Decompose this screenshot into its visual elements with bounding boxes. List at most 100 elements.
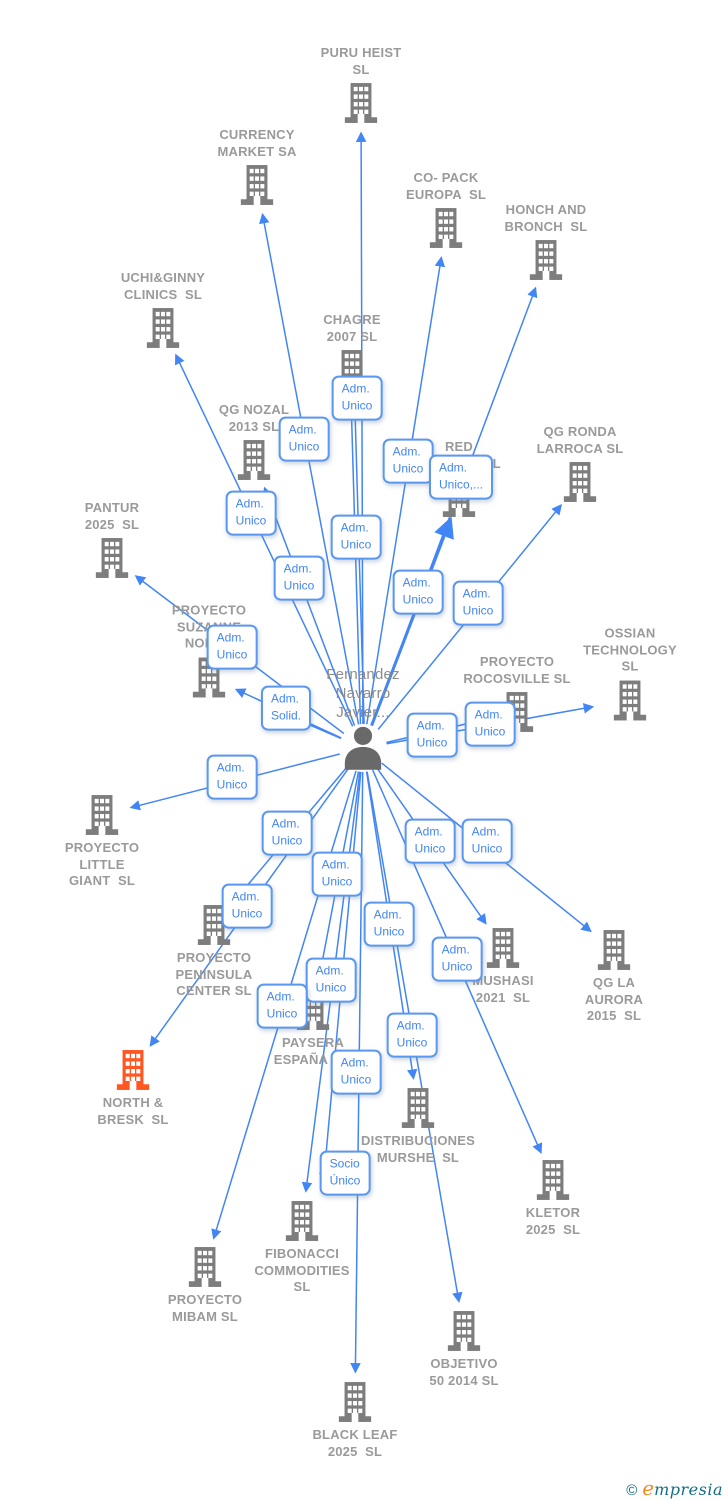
company-node-co-pack-europa[interactable]: CO- PACK EUROPA SL	[371, 170, 521, 249]
company-label: MUSHASI 2021 SL	[472, 973, 534, 1005]
relationship-badge[interactable]: Adm. Unico	[261, 810, 313, 856]
relationship-badge[interactable]: Adm. Unico	[273, 555, 325, 601]
company-node-qg-nozal[interactable]: QG NOZAL 2013 SL	[179, 402, 329, 481]
building-icon	[597, 930, 631, 970]
company-label: PANTUR 2025 SL	[84, 500, 140, 532]
person-name: Fernandez Navarro Javier...	[326, 665, 400, 721]
relationship-badge[interactable]: Adm. Unico	[330, 1049, 382, 1095]
company-label: PURU HEIST SL	[320, 45, 402, 77]
company-label: PROYECTO LITTLE GIANT SL	[64, 840, 140, 888]
building-icon	[486, 928, 520, 968]
building-icon	[344, 83, 378, 123]
person-node[interactable]: Fernandez Navarro Javier...	[288, 665, 438, 770]
edge-line	[370, 516, 454, 727]
relationship-badge[interactable]: Adm. Unico	[256, 983, 308, 1029]
building-icon	[237, 440, 271, 480]
building-icon	[95, 538, 129, 578]
relationship-badge[interactable]: Adm. Solid.	[260, 685, 312, 731]
company-label: NORTH & BRESK SL	[97, 1095, 169, 1127]
building-icon	[116, 1050, 150, 1090]
company-node-qg-ronda[interactable]: QG RONDA LARROCA SL	[505, 424, 655, 503]
relationship-badge[interactable]: Socio Único	[319, 1150, 371, 1196]
company-label: OBJETIVO 50 2014 SL	[429, 1356, 499, 1388]
company-node-mushasi[interactable]: MUSHASI 2021 SL	[428, 927, 578, 1006]
company-node-pantur[interactable]: PANTUR 2025 SL	[37, 500, 187, 579]
building-icon	[613, 680, 647, 720]
relationship-badge[interactable]: Adm. Unico	[363, 901, 415, 947]
company-node-kletor[interactable]: KLETOR 2025 SL	[478, 1159, 628, 1238]
relationship-badge[interactable]: Adm. Unico	[386, 1012, 438, 1058]
relationship-badge[interactable]: Adm. Unico	[331, 375, 383, 421]
company-label: QG NOZAL 2013 SL	[218, 402, 290, 434]
company-node-uchi-ginny[interactable]: UCHI&GINNY CLINICS SL	[88, 270, 238, 349]
relationship-badge[interactable]: Adm. Unico	[225, 490, 277, 536]
edge-line	[174, 353, 354, 727]
person-icon	[344, 726, 382, 770]
edge-line	[355, 131, 367, 725]
company-node-currency-market[interactable]: CURRENCY MARKET SA	[182, 127, 332, 206]
brand-wordmark: empresia	[642, 1476, 723, 1500]
relationship-badge[interactable]: Adm. Unico	[452, 580, 504, 626]
company-node-little-giant[interactable]: PROYECTO LITTLE GIANT SL	[27, 794, 177, 890]
building-icon	[447, 1311, 481, 1351]
relationship-badge[interactable]: Adm. Unico	[206, 754, 258, 800]
company-node-qg-la-aurora[interactable]: QG LA AURORA 2015 SL	[539, 929, 689, 1025]
company-node-distribuciones[interactable]: DISTRIBUCIONES MURSHE SL	[343, 1087, 493, 1166]
company-node-ossian[interactable]: OSSIAN TECHNOLOGY SL	[555, 626, 705, 722]
company-node-peninsula[interactable]: PROYECTO PENINSULA CENTER SL	[139, 904, 289, 1000]
relationship-badge[interactable]: Adm. Unico	[382, 438, 434, 484]
building-icon	[529, 240, 563, 280]
relationship-badge[interactable]: Adm. Unico	[464, 701, 516, 747]
building-icon	[146, 308, 180, 348]
company-label: OSSIAN TECHNOLOGY SL	[583, 625, 677, 674]
relationship-badge[interactable]: Adm. Unico	[431, 936, 483, 982]
edge-line	[346, 398, 362, 725]
building-icon	[563, 462, 597, 502]
relationship-badge[interactable]: Adm. Unico	[305, 957, 357, 1003]
building-icon	[338, 1382, 372, 1422]
edge-line	[366, 256, 446, 725]
company-node-objetivo[interactable]: OBJETIVO 50 2014 SL	[389, 1310, 539, 1389]
company-node-proyecto-mibam[interactable]: PROYECTO MIBAM SL	[130, 1246, 280, 1325]
brand-rest: mpresia	[654, 1480, 723, 1499]
building-icon	[536, 1160, 570, 1200]
company-node-honch-bronch[interactable]: HONCH AND BRONCH SL	[471, 202, 621, 281]
relationship-badge[interactable]: Adm. Unico	[404, 818, 456, 864]
company-label: PROYECTO ROCOSVILLE SL	[463, 654, 571, 686]
building-icon	[85, 795, 119, 835]
company-label: PROYECTO PENINSULA CENTER SL	[175, 950, 253, 998]
relationship-badge[interactable]: Adm. Unico	[311, 851, 363, 897]
relationship-badge[interactable]: Adm. Unico	[278, 416, 330, 462]
empresia-logo[interactable]: © empresia	[626, 1476, 723, 1500]
company-label: PROYECTO MIBAM SL	[167, 1292, 243, 1324]
relationship-badge[interactable]: Adm. Unico	[461, 818, 513, 864]
company-label: UCHI&GINNY CLINICS SL	[120, 270, 206, 302]
relationship-badge[interactable]: Adm. Unico	[392, 569, 444, 615]
company-label: CURRENCY MARKET SA	[217, 127, 297, 159]
relationship-badge[interactable]: Adm. Unico	[406, 712, 458, 758]
relationship-badge[interactable]: Adm. Unico	[206, 624, 258, 670]
company-node-north-bresk[interactable]: NORTH & BRESK SL	[58, 1049, 208, 1128]
building-icon	[401, 1088, 435, 1128]
company-label: FIBONACCI COMMODITIES SL	[254, 1246, 350, 1294]
company-node-fibonacci[interactable]: FIBONACCI COMMODITIES SL	[227, 1200, 377, 1296]
company-node-black-leaf[interactable]: BLACK LEAF 2025 SL	[280, 1381, 430, 1460]
company-label: HONCH AND BRONCH SL	[504, 202, 588, 234]
company-label: BLACK LEAF 2025 SL	[312, 1427, 398, 1459]
building-icon	[429, 208, 463, 248]
edge-line	[349, 398, 365, 724]
relationship-badge[interactable]: Adm. Unico	[330, 514, 382, 560]
edge-line	[262, 486, 356, 726]
company-label: CO- PACK EUROPA SL	[405, 170, 486, 202]
brand-initial: e	[642, 1476, 655, 1500]
company-label: CHAGRE 2007 SL	[323, 312, 381, 344]
copyright-symbol: ©	[626, 1482, 638, 1499]
relationship-badge[interactable]: Adm. Unico,...	[428, 454, 494, 500]
building-icon	[285, 1201, 319, 1241]
relationship-badge[interactable]: Adm. Unico	[221, 883, 273, 929]
company-label: QG LA AURORA 2015 SL	[584, 975, 644, 1023]
building-icon	[240, 165, 274, 205]
company-node-puru-heist[interactable]: PURU HEIST SL	[286, 45, 436, 124]
building-icon	[197, 905, 231, 945]
